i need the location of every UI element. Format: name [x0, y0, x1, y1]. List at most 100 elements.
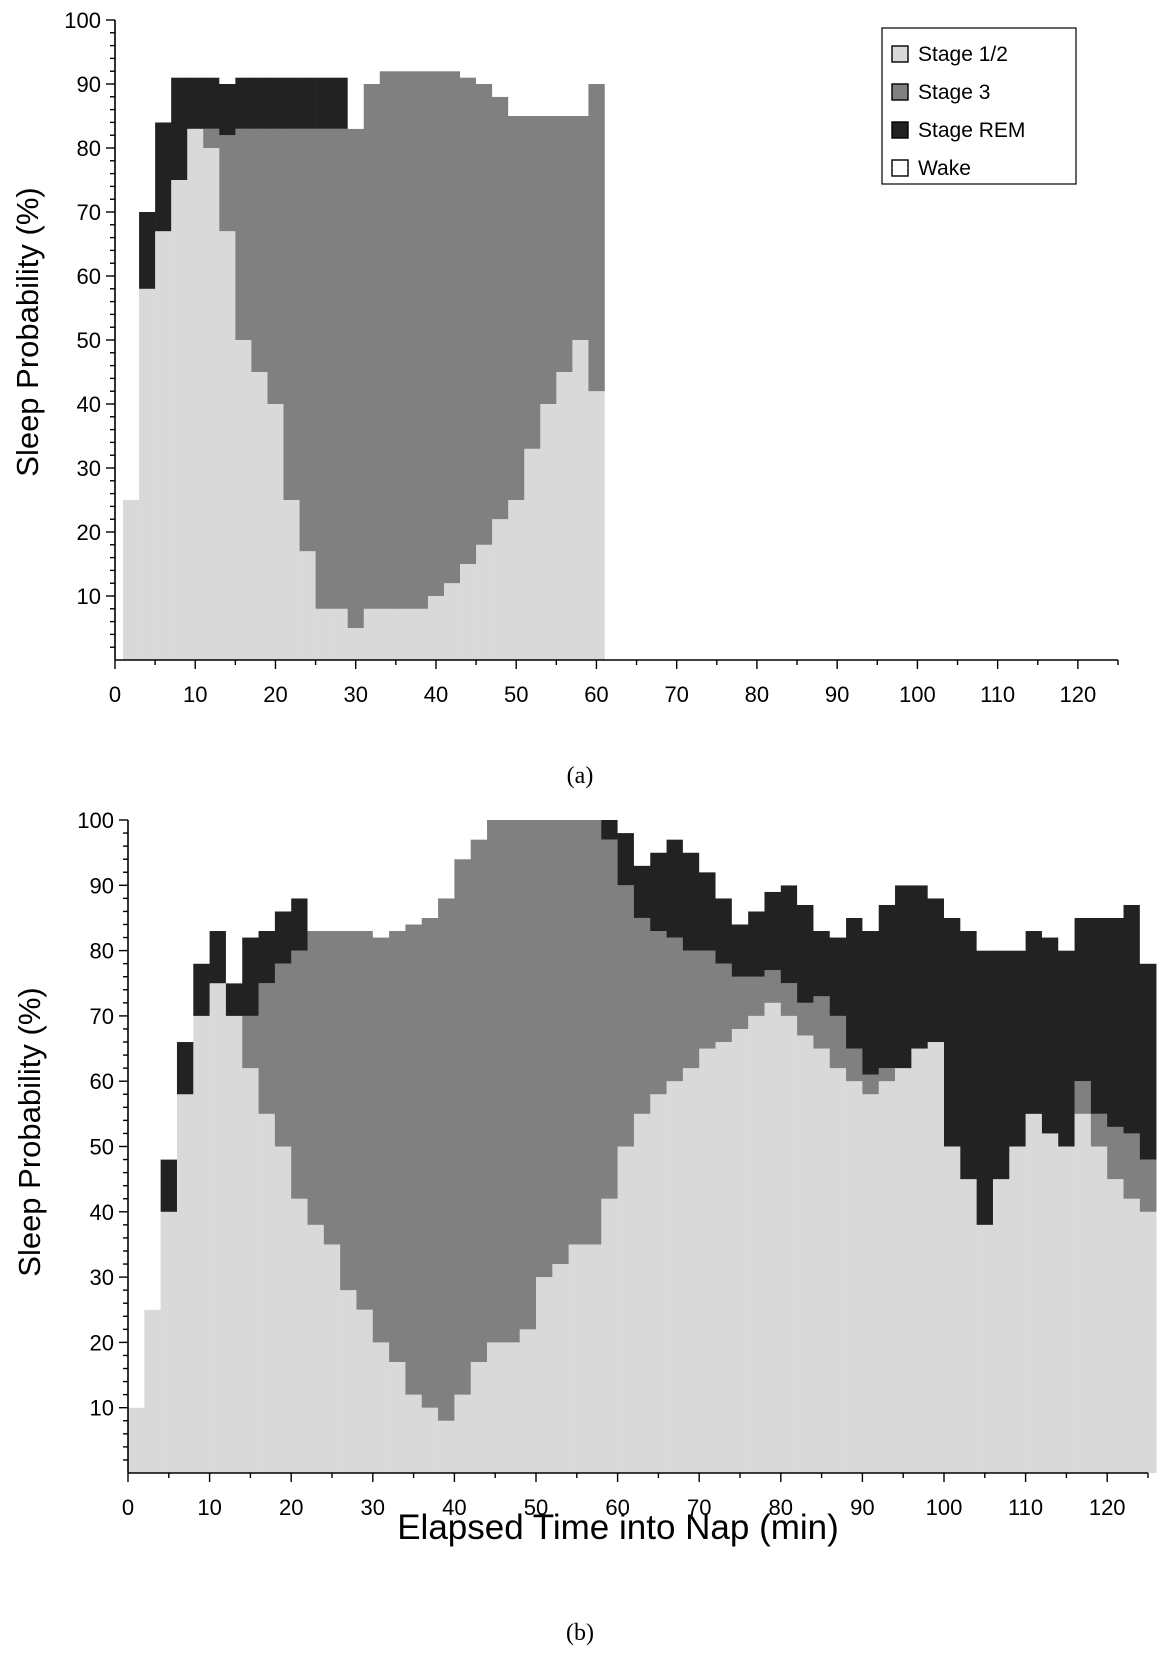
b-x-tick-label-120: 120	[1089, 1495, 1126, 1520]
a-bar-stage-1-2-6	[155, 231, 172, 660]
a-bar-stage-1-2-42	[443, 583, 461, 660]
a-bar-wake-20	[267, 20, 284, 78]
b-bar-stage-rem-95	[895, 885, 912, 1069]
b-bar-stage-3-21	[291, 950, 308, 1199]
b-bar-stage-1-2-35	[405, 1394, 423, 1473]
b-bar-wake-77	[748, 820, 765, 912]
a-bar-stage-rem-4	[139, 212, 156, 289]
b-bar-wake-111	[1025, 820, 1043, 932]
a-x-tick-label-110: 110	[980, 682, 1015, 707]
a-bar-stage-rem-10	[187, 77, 204, 129]
a-y-tick-label-30: 30	[77, 456, 101, 481]
a-bar-stage-1-2-58	[572, 340, 589, 660]
panel-a-y-axis-label: Sleep Probability (%)	[10, 187, 45, 476]
b-bar-wake-123	[1123, 820, 1141, 905]
b-bar-stage-3-73	[715, 963, 733, 1043]
b-bar-stage-1-2-11	[209, 983, 227, 1473]
b-bar-stage-3-29	[356, 931, 374, 1310]
b-bar-stage-1-2-99	[927, 1042, 945, 1473]
a-bar-stage-1-2-38	[411, 608, 429, 660]
a-bar-wake-28	[331, 20, 348, 78]
b-bar-stage-3-89	[846, 1048, 863, 1082]
a-x-tick-label-120: 120	[1060, 682, 1097, 707]
b-bar-stage-rem-85	[813, 931, 831, 997]
b-bar-stage-1-2-39	[438, 1420, 455, 1473]
a-bar-wake-26	[315, 20, 332, 78]
b-bar-stage-1-2-75	[731, 1028, 749, 1473]
b-bar-wake-3	[144, 820, 161, 1310]
a-bar-stage-1-2-46	[476, 544, 493, 660]
b-x-tick-label-100: 100	[926, 1495, 963, 1520]
a-bar-stage-1-2-40	[427, 596, 445, 660]
a-legend-swatch-wake	[891, 159, 909, 177]
b-bar-stage-rem-21	[291, 898, 308, 951]
a-bar-wake-44	[460, 20, 477, 78]
a-legend-label-stage-rem: Stage REM	[918, 119, 1025, 142]
b-bar-stage-1-2-125	[1139, 1211, 1157, 1473]
b-bar-wake-117	[1074, 820, 1092, 918]
a-bar-stage-rem-6	[155, 122, 172, 232]
b-bar-stage-3-67	[666, 937, 684, 1082]
b-bar-stage-1-2-107	[992, 1179, 1010, 1473]
a-bar-stage-1-2-34	[379, 608, 397, 660]
b-bar-wake-67	[666, 820, 684, 840]
b-bar-wake-81	[780, 820, 798, 886]
a-bar-stage-3-30	[347, 128, 365, 629]
b-bar-stage-3-53	[552, 820, 569, 1265]
a-bar-wake-18	[251, 20, 268, 78]
b-bar-stage-3-57	[584, 820, 602, 1245]
b-bar-stage-3-33	[389, 931, 406, 1362]
a-legend-label-wake: Wake	[918, 157, 971, 180]
b-bar-stage-1-2-93	[878, 1081, 896, 1473]
a-bar-stage-1-2-24	[299, 551, 316, 660]
a-bar-wake-42	[443, 20, 461, 72]
a-bar-stage-3-60	[588, 84, 605, 392]
b-bar-stage-3-69	[682, 950, 700, 1069]
b-bar-stage-1-2-23	[307, 1224, 325, 1473]
b-bar-stage-1-2-49	[519, 1329, 537, 1473]
a-bar-stage-3-40	[427, 71, 445, 596]
b-bar-stage-rem-115	[1058, 950, 1075, 1147]
b-bar-wake-41	[454, 820, 472, 860]
b-bar-wake-73	[715, 820, 733, 899]
b-bar-stage-3-47	[503, 820, 520, 1343]
a-y-tick-label-80: 80	[77, 136, 101, 161]
b-bar-stage-3-55	[568, 820, 586, 1245]
a-legend-swatch-stage-rem	[891, 121, 909, 139]
b-bar-stage-rem-19	[274, 911, 292, 964]
b-bar-stage-1-2-31	[372, 1342, 390, 1473]
a-bar-stage-1-2-26	[315, 608, 332, 660]
b-bar-wake-89	[846, 820, 863, 918]
b-bar-wake-29	[356, 820, 374, 932]
b-bar-stage-rem-99	[927, 898, 945, 1043]
a-y-tick-label-20: 20	[77, 520, 101, 545]
a-bar-stage-1-2-48	[492, 519, 509, 660]
b-bar-stage-1-2-55	[568, 1244, 586, 1473]
a-bar-stage-rem-20	[267, 77, 284, 129]
b-bar-stage-1-2-9	[193, 1015, 210, 1473]
b-y-tick-label-10: 10	[90, 1396, 114, 1421]
b-bar-stage-rem-17	[258, 931, 276, 984]
a-bar-stage-3-50	[508, 116, 525, 500]
b-bar-wake-5	[160, 820, 178, 1160]
b-bar-stage-rem-77	[748, 911, 765, 977]
b-bar-stage-3-61	[617, 885, 635, 1147]
panel-b-plot-area	[128, 820, 1157, 1473]
b-bar-stage-3-35	[405, 924, 423, 1395]
a-bar-stage-1-2-4	[139, 288, 156, 660]
b-bar-wake-19	[274, 820, 292, 912]
b-bar-stage-1-2-29	[356, 1309, 374, 1473]
a-bar-wake-6	[155, 20, 172, 123]
b-bar-stage-1-2-117	[1074, 1113, 1092, 1473]
b-bar-wake-95	[895, 820, 912, 886]
panel-b-y-axis-label: Sleep Probability (%)	[12, 987, 47, 1276]
a-bar-stage-3-18	[251, 128, 268, 372]
a-bar-stage-1-2-56	[556, 372, 573, 660]
b-bar-wake-31	[372, 820, 390, 938]
b-bar-wake-97	[911, 820, 928, 886]
b-x-tick-label-30: 30	[361, 1495, 385, 1520]
b-bar-stage-1-2-83	[797, 1035, 814, 1473]
a-y-tick-label-70: 70	[77, 200, 101, 225]
b-bar-wake-39	[438, 820, 455, 899]
b-bar-stage-3-83	[797, 1002, 814, 1036]
